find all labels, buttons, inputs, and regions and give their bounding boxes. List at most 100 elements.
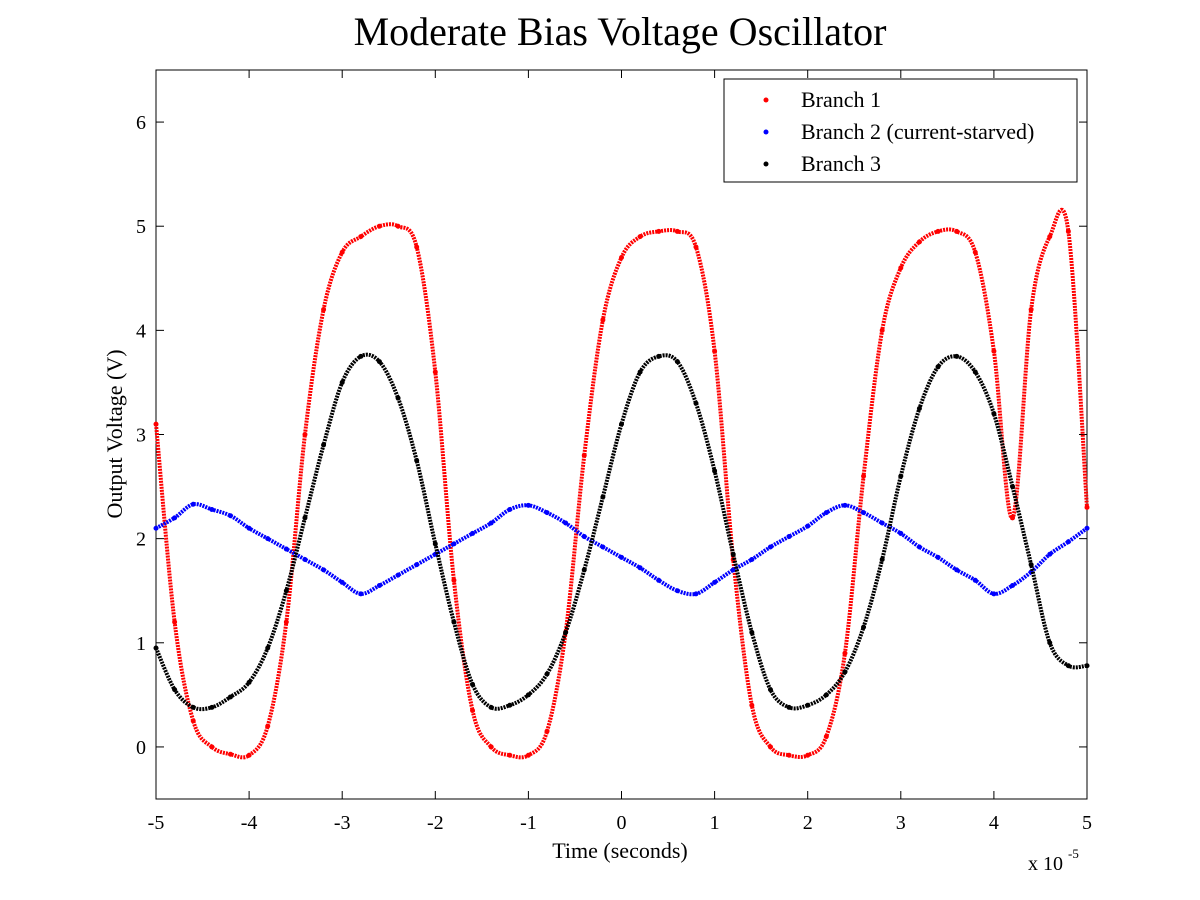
data-point bbox=[935, 228, 941, 234]
data-point bbox=[376, 359, 382, 365]
data-point bbox=[470, 681, 476, 687]
legend-box bbox=[723, 78, 1078, 183]
data-point bbox=[544, 728, 550, 734]
data-point bbox=[1010, 583, 1016, 589]
data-point bbox=[861, 473, 867, 479]
data-point bbox=[265, 723, 271, 729]
data-point bbox=[786, 534, 792, 540]
data-point bbox=[693, 591, 699, 597]
legend-marker bbox=[763, 129, 769, 135]
data-point bbox=[358, 353, 364, 359]
data-point bbox=[246, 525, 252, 531]
data-point bbox=[674, 228, 680, 234]
data-point bbox=[265, 645, 271, 651]
data-point bbox=[302, 432, 308, 437]
data-point bbox=[190, 501, 196, 507]
data-point bbox=[935, 364, 941, 370]
data-point bbox=[693, 400, 699, 406]
data-point bbox=[395, 223, 401, 229]
data-point bbox=[600, 494, 606, 500]
series-1-trace bbox=[154, 208, 1089, 760]
x-tick-label: 2 bbox=[803, 812, 813, 834]
y-axis-label: Output Voltage (V) bbox=[102, 349, 127, 518]
data-point bbox=[414, 562, 420, 568]
data-point bbox=[358, 234, 364, 240]
data-point bbox=[1065, 663, 1071, 669]
data-point bbox=[1010, 484, 1016, 490]
data-point bbox=[972, 369, 978, 375]
data-point bbox=[935, 554, 941, 560]
legend-entry-label: Branch 1 bbox=[801, 87, 881, 112]
y-tick-label: 4 bbox=[136, 320, 146, 342]
data-point bbox=[842, 669, 848, 675]
y-tick-label: 6 bbox=[136, 112, 146, 134]
data-point bbox=[321, 307, 327, 313]
data-point bbox=[153, 525, 159, 531]
data-point bbox=[954, 228, 960, 234]
data-point bbox=[376, 223, 382, 229]
x-tick-label: 1 bbox=[710, 812, 720, 834]
data-point bbox=[1028, 562, 1034, 568]
data-point bbox=[1047, 234, 1053, 240]
data-point bbox=[898, 473, 904, 479]
data-point bbox=[153, 645, 159, 651]
data-point bbox=[209, 506, 215, 512]
data-point bbox=[525, 752, 531, 758]
data-point bbox=[209, 704, 215, 710]
data-point bbox=[283, 546, 289, 552]
data-point bbox=[190, 718, 196, 724]
x-tick-label: -4 bbox=[241, 812, 258, 834]
data-point bbox=[972, 577, 978, 583]
data-point bbox=[656, 577, 662, 583]
legend-marker bbox=[763, 161, 769, 167]
data-point bbox=[451, 577, 457, 583]
x-tick-label: 3 bbox=[896, 812, 906, 834]
data-point bbox=[637, 369, 643, 375]
data-point bbox=[376, 583, 382, 589]
y-tick-label: 1 bbox=[136, 633, 146, 655]
data-point bbox=[321, 567, 327, 573]
data-point bbox=[227, 694, 233, 700]
data-point bbox=[972, 249, 978, 255]
y-tick-label: 2 bbox=[136, 529, 146, 551]
data-point bbox=[265, 536, 271, 542]
x-axis-exponent: x 10 -5 bbox=[1028, 846, 1079, 875]
data-point bbox=[786, 752, 792, 758]
chart-title: Moderate Bias Voltage Oscillator bbox=[354, 9, 887, 54]
series-3 bbox=[153, 352, 1090, 712]
data-point bbox=[246, 679, 252, 685]
data-point bbox=[581, 534, 587, 540]
data-point bbox=[432, 369, 438, 375]
data-point bbox=[674, 588, 680, 594]
data-point bbox=[898, 530, 904, 536]
x-tick-label: -3 bbox=[334, 812, 351, 834]
data-point bbox=[1028, 307, 1034, 313]
x-tick-label: -1 bbox=[520, 812, 537, 834]
y-tick-label: 5 bbox=[136, 216, 146, 238]
data-point bbox=[916, 239, 922, 245]
data-point bbox=[861, 624, 867, 630]
data-point bbox=[563, 629, 569, 635]
plot-area-frame bbox=[155, 69, 1088, 800]
data-point bbox=[898, 265, 904, 271]
x-tick-label: -5 bbox=[148, 812, 165, 834]
data-point bbox=[823, 692, 829, 698]
x-axis-exponent-power: -5 bbox=[1068, 846, 1079, 861]
data-point bbox=[805, 752, 811, 758]
data-point bbox=[153, 421, 159, 427]
data-point bbox=[954, 353, 960, 359]
x-tick-label: -2 bbox=[427, 812, 444, 834]
data-point bbox=[321, 442, 327, 448]
data-point bbox=[563, 520, 569, 526]
data-point bbox=[302, 515, 308, 521]
x-tick-label: 4 bbox=[989, 812, 999, 834]
data-point bbox=[637, 565, 643, 571]
data-point bbox=[879, 556, 885, 562]
data-point bbox=[712, 348, 718, 354]
data-point bbox=[190, 704, 196, 710]
data-point bbox=[395, 395, 401, 401]
data-point bbox=[861, 510, 867, 516]
x-axis-label: Time (seconds) bbox=[552, 838, 687, 863]
data-point bbox=[823, 734, 829, 740]
data-point bbox=[786, 704, 792, 710]
